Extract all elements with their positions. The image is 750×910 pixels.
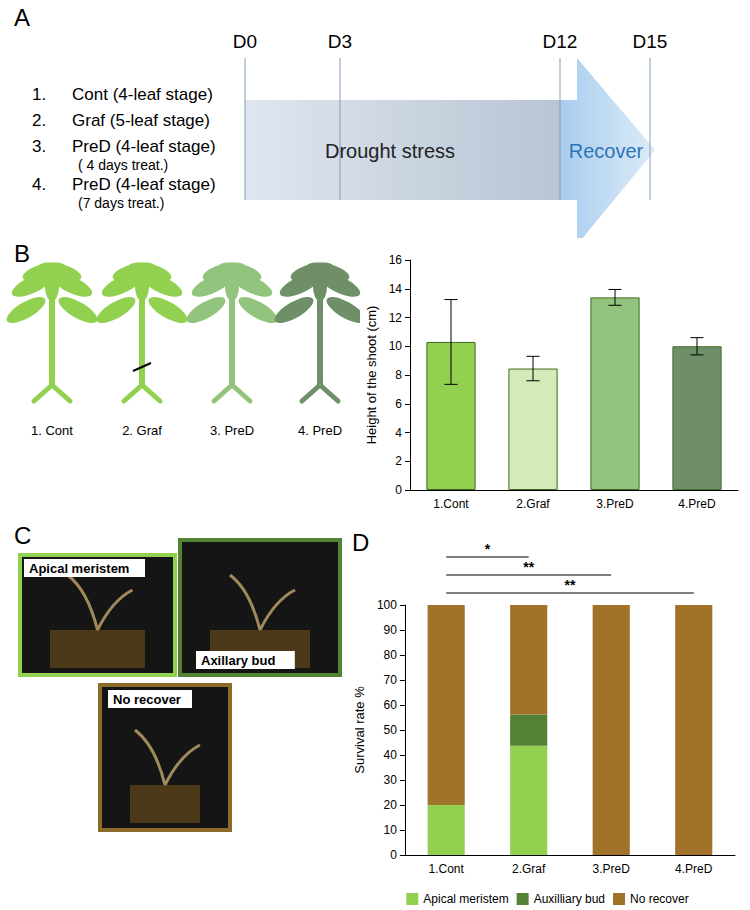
svg-text:Drought stress: Drought stress — [325, 140, 455, 162]
svg-text:A: A — [14, 4, 30, 31]
svg-text:3.PreD: 3.PreD — [596, 497, 634, 511]
svg-text:8: 8 — [395, 368, 402, 382]
svg-text:D: D — [352, 529, 369, 556]
svg-text:60: 60 — [384, 698, 398, 712]
svg-text:Graf (5-leaf stage): Graf (5-leaf stage) — [72, 111, 210, 130]
svg-text:PreD (4-leaf stage): PreD (4-leaf stage) — [72, 175, 216, 194]
svg-text:90: 90 — [384, 623, 398, 637]
svg-text:2.: 2. — [32, 111, 46, 130]
svg-text:1. Cont: 1. Cont — [31, 423, 73, 438]
svg-text:D0: D0 — [233, 31, 257, 52]
svg-text:Auxilliary bud: Auxilliary bud — [534, 892, 605, 906]
svg-text:B: B — [14, 240, 30, 267]
svg-text:D3: D3 — [328, 31, 352, 52]
svg-text:**: ** — [523, 559, 534, 575]
svg-text:PreD (4-leaf stage): PreD (4-leaf stage) — [72, 137, 216, 156]
svg-text:2. Graf: 2. Graf — [122, 423, 162, 438]
svg-text:4.: 4. — [32, 175, 46, 194]
svg-text:( 4 days treat.): ( 4 days treat.) — [78, 157, 168, 173]
svg-text:2.Graf: 2.Graf — [512, 862, 546, 876]
svg-text:3.: 3. — [32, 137, 46, 156]
svg-text:10: 10 — [389, 339, 403, 353]
svg-text:12: 12 — [389, 311, 403, 325]
svg-text:(7 days treat.): (7 days treat.) — [78, 195, 164, 211]
svg-text:40: 40 — [384, 748, 398, 762]
svg-text:4. PreD: 4. PreD — [298, 423, 342, 438]
svg-text:1.Cont: 1.Cont — [433, 497, 469, 511]
svg-text:100: 100 — [377, 598, 397, 612]
svg-text:10: 10 — [384, 823, 398, 837]
svg-text:Axillary bud: Axillary bud — [201, 653, 275, 668]
svg-text:1.: 1. — [32, 85, 46, 104]
svg-text:4: 4 — [395, 426, 402, 440]
svg-text:Height of the shoot (cm): Height of the shoot (cm) — [364, 306, 379, 445]
svg-text:20: 20 — [384, 798, 398, 812]
svg-text:2.Graf: 2.Graf — [516, 497, 550, 511]
svg-text:Cont (4-leaf stage): Cont (4-leaf stage) — [72, 85, 213, 104]
svg-text:16: 16 — [389, 253, 403, 267]
svg-text:4.PreD: 4.PreD — [678, 497, 716, 511]
svg-text:Survival rate %: Survival rate % — [352, 686, 367, 774]
svg-text:1.Cont: 1.Cont — [429, 862, 465, 876]
svg-text:3. PreD: 3. PreD — [210, 423, 254, 438]
svg-text:D12: D12 — [543, 31, 578, 52]
svg-text:Apical meristem: Apical meristem — [29, 561, 129, 576]
svg-text:C: C — [14, 522, 31, 549]
svg-text:3.PreD: 3.PreD — [593, 862, 631, 876]
svg-text:0: 0 — [395, 483, 402, 497]
svg-text:D15: D15 — [633, 31, 668, 52]
svg-text:50: 50 — [384, 723, 398, 737]
svg-text:70: 70 — [384, 673, 398, 687]
svg-text:30: 30 — [384, 773, 398, 787]
svg-text:**: ** — [565, 577, 576, 593]
svg-text:4.PreD: 4.PreD — [675, 862, 713, 876]
svg-text:Apical meristem: Apical meristem — [423, 892, 508, 906]
svg-text:No recover: No recover — [630, 892, 689, 906]
svg-text:0: 0 — [390, 848, 397, 862]
svg-text:2: 2 — [395, 454, 402, 468]
svg-text:14: 14 — [389, 282, 403, 296]
svg-text:80: 80 — [384, 648, 398, 662]
svg-text:Recover: Recover — [569, 140, 644, 162]
svg-text:No recover: No recover — [113, 692, 181, 707]
svg-text:6: 6 — [395, 397, 402, 411]
svg-text:*: * — [485, 541, 491, 557]
